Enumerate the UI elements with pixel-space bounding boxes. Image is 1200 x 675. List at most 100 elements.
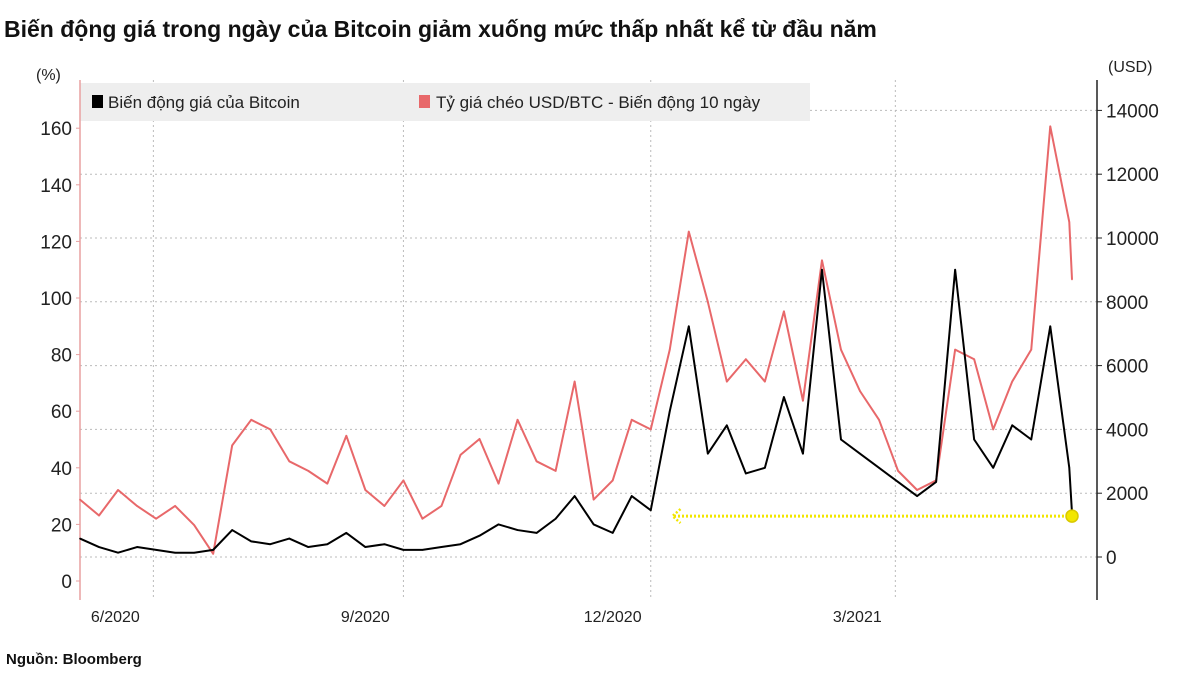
series-cross-rate-line-point — [745, 358, 747, 361]
legend-swatch-cross-rate — [419, 95, 430, 108]
series-cross-rate-line-point — [573, 380, 576, 383]
series-cross-rate-line-point — [497, 482, 500, 485]
series-cross-rate-line-point — [421, 517, 424, 520]
series-cross-rate-line-point — [764, 380, 766, 383]
series-cross-rate-line-point — [592, 498, 595, 501]
series-cross-rate-line-point — [288, 460, 291, 463]
right-tick-label: 10000 — [1106, 229, 1159, 250]
series-bitcoin-line-point — [1011, 424, 1014, 427]
series-bitcoin-line-point — [687, 325, 690, 328]
series-bitcoin-line-point — [649, 509, 652, 512]
series-cross-rate-line-point — [973, 358, 975, 361]
series-bitcoin-line-point — [840, 438, 842, 441]
series-cross-rate-line-point — [726, 380, 728, 383]
legend-box — [80, 83, 810, 121]
series-bitcoin-line-point — [155, 549, 157, 551]
series-bitcoin-line-point — [954, 268, 956, 271]
series-bitcoin-line-point — [193, 551, 195, 554]
right-tick-label: 14000 — [1106, 101, 1159, 122]
series-cross-rate-line-point — [1068, 221, 1071, 223]
source-note: Nguồn: Bloomberg — [6, 651, 142, 668]
series-bitcoin-line-point — [459, 543, 462, 546]
left-tick-label: 120 — [40, 232, 72, 253]
series-bitcoin-line-point — [821, 268, 823, 271]
series-bitcoin-line-point — [802, 452, 804, 455]
series-bitcoin-line-point — [98, 546, 100, 548]
series-bitcoin-line-point — [726, 424, 728, 427]
series-cross-rate-line-point — [98, 514, 100, 517]
left-tick-label: 60 — [51, 402, 72, 423]
series-bitcoin-line-point — [326, 543, 329, 546]
series-bitcoin-line-point — [764, 467, 766, 469]
series-cross-rate-line-point — [1071, 278, 1073, 281]
series-bitcoin-line-point — [79, 537, 81, 540]
series-cross-rate-line-point — [992, 428, 994, 431]
annotation-arrowhead — [670, 508, 682, 525]
series-bitcoin-line-point — [611, 532, 614, 534]
series-bitcoin-line-point — [364, 546, 367, 548]
left-tick-label: 40 — [51, 459, 72, 480]
series-cross-rate-line-point — [840, 348, 842, 351]
legend-swatch-bitcoin — [92, 95, 103, 108]
series-bitcoin-line-point — [383, 543, 386, 546]
left-tick-label: 160 — [40, 119, 72, 140]
series-cross-rate-line-point — [1049, 125, 1052, 128]
series-cross-rate-line-point — [916, 489, 918, 491]
series-bitcoin-line-point — [707, 452, 709, 455]
series-cross-rate-line-point — [687, 230, 690, 233]
series-cross-rate-line-point — [402, 479, 405, 482]
series-cross-rate-line-point — [897, 470, 899, 472]
series-bitcoin-line-point — [878, 467, 880, 469]
x-tick-label: 12/2020 — [584, 609, 642, 626]
series-cross-rate-line-point — [535, 460, 538, 463]
series-cross-rate-line-point — [155, 517, 157, 520]
series-bitcoin-line-point — [1068, 467, 1071, 469]
series-bitcoin-line-point — [535, 532, 538, 534]
series-bitcoin-line-point — [1030, 438, 1033, 441]
annotation-highlight-circle — [1065, 509, 1079, 523]
series-cross-rate-line-point — [307, 470, 310, 472]
series-bitcoin-line-point — [307, 546, 310, 548]
series-bitcoin-line-point — [783, 396, 785, 398]
series-bitcoin-line-point — [630, 495, 633, 497]
series-cross-rate-line-point — [878, 419, 880, 421]
series-bitcoin-line-point — [668, 410, 671, 413]
series-cross-rate-line-point — [440, 505, 443, 507]
chart-title: Biến động giá trong ngày của Bitcoin giả… — [4, 16, 877, 42]
series-cross-rate-line-point — [954, 348, 956, 351]
series-bitcoin-line-point — [573, 495, 576, 497]
series-cross-rate-line-point — [516, 419, 519, 421]
left-tick-label: 20 — [51, 515, 72, 536]
series-cross-rate-line-point — [269, 428, 272, 431]
right-tick-label: 6000 — [1106, 357, 1148, 378]
series-cross-rate-line-point — [1011, 380, 1014, 383]
series-cross-rate-line-point — [136, 505, 138, 507]
series-bitcoin-line-point — [516, 529, 519, 531]
right-tick-label: 12000 — [1106, 165, 1159, 186]
series-cross-rate-line-point — [668, 348, 671, 351]
series-cross-rate-line-point — [79, 498, 81, 501]
series-cross-rate-line-point — [821, 259, 823, 262]
x-tick-label: 9/2020 — [341, 609, 390, 626]
series-bitcoin-line — [79, 268, 1073, 554]
left-tick-label: 80 — [51, 346, 72, 367]
x-tick-label: 6/2020 — [91, 609, 140, 626]
series-cross-rate-line-point — [326, 482, 329, 485]
series-bitcoin-line-point — [345, 532, 348, 534]
series-bitcoin-line-point — [269, 543, 272, 546]
series-bitcoin-line-point — [478, 534, 481, 537]
series-cross-rate-line-point — [364, 489, 367, 491]
right-tick-label: 2000 — [1106, 484, 1148, 505]
series-cross-rate-line-point — [630, 419, 633, 421]
series-cross-rate-line-point — [802, 399, 804, 402]
left-axis-unit: (%) — [36, 67, 61, 84]
series-cross-rate-line-point — [554, 470, 557, 472]
series-cross-rate-line-point — [345, 434, 348, 437]
series-bitcoin-line-point — [136, 546, 138, 548]
series-cross-rate-line — [79, 125, 1073, 555]
series-cross-rate-line-point — [783, 310, 785, 313]
series-bitcoin-line-point — [916, 495, 918, 497]
series-bitcoin-line-point — [497, 523, 500, 526]
